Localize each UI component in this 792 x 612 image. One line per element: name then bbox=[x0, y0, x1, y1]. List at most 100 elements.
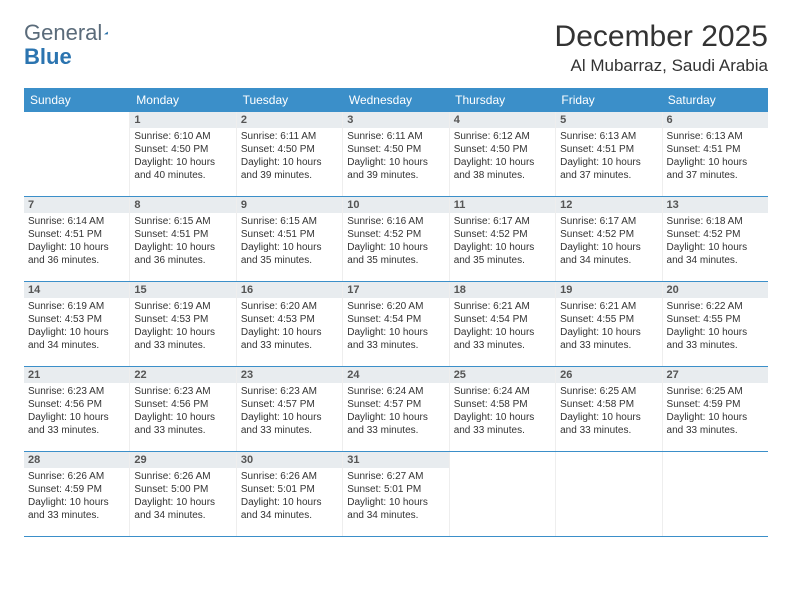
day-info-line: Daylight: 10 hours bbox=[560, 156, 657, 169]
day-info-line: and 34 minutes. bbox=[667, 254, 764, 267]
day-info-line: and 33 minutes. bbox=[28, 424, 125, 437]
day-info-line: Daylight: 10 hours bbox=[560, 241, 657, 254]
day-number: 14 bbox=[24, 282, 129, 298]
logo: General bbox=[24, 20, 128, 46]
month-title: December 2025 bbox=[555, 20, 768, 54]
day-cell: 26Sunrise: 6:25 AMSunset: 4:58 PMDayligh… bbox=[556, 367, 662, 451]
day-cell: 13Sunrise: 6:18 AMSunset: 4:52 PMDayligh… bbox=[663, 197, 768, 281]
day-number: 2 bbox=[237, 112, 342, 128]
day-info-line: and 33 minutes. bbox=[347, 339, 444, 352]
day-info-line: and 33 minutes. bbox=[241, 424, 338, 437]
day-info-line: Daylight: 10 hours bbox=[134, 496, 231, 509]
logo-triangle-icon bbox=[104, 25, 108, 41]
day-info-line: Sunset: 4:57 PM bbox=[347, 398, 444, 411]
day-info-line: Sunrise: 6:25 AM bbox=[560, 385, 657, 398]
day-info-line: Sunrise: 6:14 AM bbox=[28, 215, 125, 228]
dayname: Wednesday bbox=[343, 88, 449, 112]
day-info-line: Daylight: 10 hours bbox=[28, 241, 125, 254]
dayname: Friday bbox=[555, 88, 661, 112]
day-number: 31 bbox=[343, 452, 448, 468]
day-cell: 10Sunrise: 6:16 AMSunset: 4:52 PMDayligh… bbox=[343, 197, 449, 281]
day-info-line: and 35 minutes. bbox=[347, 254, 444, 267]
day-info-line: Sunset: 4:59 PM bbox=[667, 398, 764, 411]
week-row: 7Sunrise: 6:14 AMSunset: 4:51 PMDaylight… bbox=[24, 197, 768, 282]
day-info-line: Sunrise: 6:15 AM bbox=[241, 215, 338, 228]
day-info-line: Sunset: 5:01 PM bbox=[347, 483, 444, 496]
logo-text-1: General bbox=[24, 20, 102, 46]
day-info-line: Sunset: 4:51 PM bbox=[560, 143, 657, 156]
day-info-line: and 37 minutes. bbox=[667, 169, 764, 182]
day-info-line: Daylight: 10 hours bbox=[241, 241, 338, 254]
day-number: 4 bbox=[450, 112, 555, 128]
dayname: Thursday bbox=[449, 88, 555, 112]
day-info-line: and 40 minutes. bbox=[134, 169, 231, 182]
week-row: 14Sunrise: 6:19 AMSunset: 4:53 PMDayligh… bbox=[24, 282, 768, 367]
day-info-line: Daylight: 10 hours bbox=[347, 326, 444, 339]
header: General December 2025 Al Mubarraz, Saudi… bbox=[24, 20, 768, 76]
day-info-line: Sunrise: 6:27 AM bbox=[347, 470, 444, 483]
day-cell bbox=[556, 452, 662, 536]
day-cell: 17Sunrise: 6:20 AMSunset: 4:54 PMDayligh… bbox=[343, 282, 449, 366]
dayname: Saturday bbox=[662, 88, 768, 112]
dayname: Tuesday bbox=[237, 88, 343, 112]
day-info-line: Daylight: 10 hours bbox=[347, 156, 444, 169]
day-number: 25 bbox=[450, 367, 555, 383]
day-info-line: Daylight: 10 hours bbox=[134, 326, 231, 339]
dayname-row: SundayMondayTuesdayWednesdayThursdayFrid… bbox=[24, 88, 768, 112]
day-info-line: and 33 minutes. bbox=[134, 339, 231, 352]
day-info-line: Daylight: 10 hours bbox=[347, 496, 444, 509]
day-info-line: and 33 minutes. bbox=[134, 424, 231, 437]
day-cell: 22Sunrise: 6:23 AMSunset: 4:56 PMDayligh… bbox=[130, 367, 236, 451]
day-number: 15 bbox=[130, 282, 235, 298]
day-number: 11 bbox=[450, 197, 555, 213]
day-info-line: Daylight: 10 hours bbox=[667, 156, 764, 169]
day-cell: 7Sunrise: 6:14 AMSunset: 4:51 PMDaylight… bbox=[24, 197, 130, 281]
calendar: SundayMondayTuesdayWednesdayThursdayFrid… bbox=[24, 88, 768, 537]
day-number: 13 bbox=[663, 197, 768, 213]
day-info-line: Daylight: 10 hours bbox=[347, 241, 444, 254]
day-cell bbox=[663, 452, 768, 536]
day-info-line: Sunset: 4:52 PM bbox=[560, 228, 657, 241]
day-cell: 5Sunrise: 6:13 AMSunset: 4:51 PMDaylight… bbox=[556, 112, 662, 196]
day-info-line: Sunset: 4:57 PM bbox=[241, 398, 338, 411]
day-number: 20 bbox=[663, 282, 768, 298]
day-info-line: Sunset: 4:51 PM bbox=[134, 228, 231, 241]
day-info-line: Sunrise: 6:16 AM bbox=[347, 215, 444, 228]
day-info-line: and 36 minutes. bbox=[28, 254, 125, 267]
day-number: 18 bbox=[450, 282, 555, 298]
day-info-line: Sunset: 4:55 PM bbox=[667, 313, 764, 326]
day-info-line: Sunset: 4:58 PM bbox=[560, 398, 657, 411]
day-number: 27 bbox=[663, 367, 768, 383]
day-number: 23 bbox=[237, 367, 342, 383]
day-cell: 18Sunrise: 6:21 AMSunset: 4:54 PMDayligh… bbox=[450, 282, 556, 366]
day-info-line: Sunrise: 6:13 AM bbox=[667, 130, 764, 143]
week-row: 28Sunrise: 6:26 AMSunset: 4:59 PMDayligh… bbox=[24, 452, 768, 537]
day-info-line: Sunrise: 6:26 AM bbox=[241, 470, 338, 483]
day-info-line: Daylight: 10 hours bbox=[454, 326, 551, 339]
day-info-line: Daylight: 10 hours bbox=[667, 241, 764, 254]
day-cell bbox=[450, 452, 556, 536]
day-cell: 23Sunrise: 6:23 AMSunset: 4:57 PMDayligh… bbox=[237, 367, 343, 451]
day-info-line: Sunset: 4:50 PM bbox=[134, 143, 231, 156]
day-info-line: Daylight: 10 hours bbox=[28, 326, 125, 339]
day-cell: 31 Sunrise: 6:27 AMSunset: 5:01 PMDayligh… bbox=[343, 452, 449, 536]
day-info-line: Sunset: 4:51 PM bbox=[28, 228, 125, 241]
day-info-line: Sunrise: 6:23 AM bbox=[134, 385, 231, 398]
day-info-line: Daylight: 10 hours bbox=[347, 411, 444, 424]
day-info-line: and 33 minutes. bbox=[241, 339, 338, 352]
day-info-line: and 34 minutes. bbox=[241, 509, 338, 522]
day-info-line: Daylight: 10 hours bbox=[134, 241, 231, 254]
day-number: 1 bbox=[130, 112, 235, 128]
day-number: 30 bbox=[237, 452, 342, 468]
day-number: 3 bbox=[343, 112, 448, 128]
day-info-line: and 33 minutes. bbox=[667, 339, 764, 352]
day-info-line: Daylight: 10 hours bbox=[28, 496, 125, 509]
day-info-line: Sunrise: 6:11 AM bbox=[347, 130, 444, 143]
day-number: 26 bbox=[556, 367, 661, 383]
day-info-line: Daylight: 10 hours bbox=[454, 411, 551, 424]
day-info-line: Sunset: 4:52 PM bbox=[347, 228, 444, 241]
day-info-line: Sunrise: 6:20 AM bbox=[241, 300, 338, 313]
day-info-line: and 38 minutes. bbox=[454, 169, 551, 182]
day-cell: 14Sunrise: 6:19 AMSunset: 4:53 PMDayligh… bbox=[24, 282, 130, 366]
day-info-line: Sunset: 4:50 PM bbox=[454, 143, 551, 156]
